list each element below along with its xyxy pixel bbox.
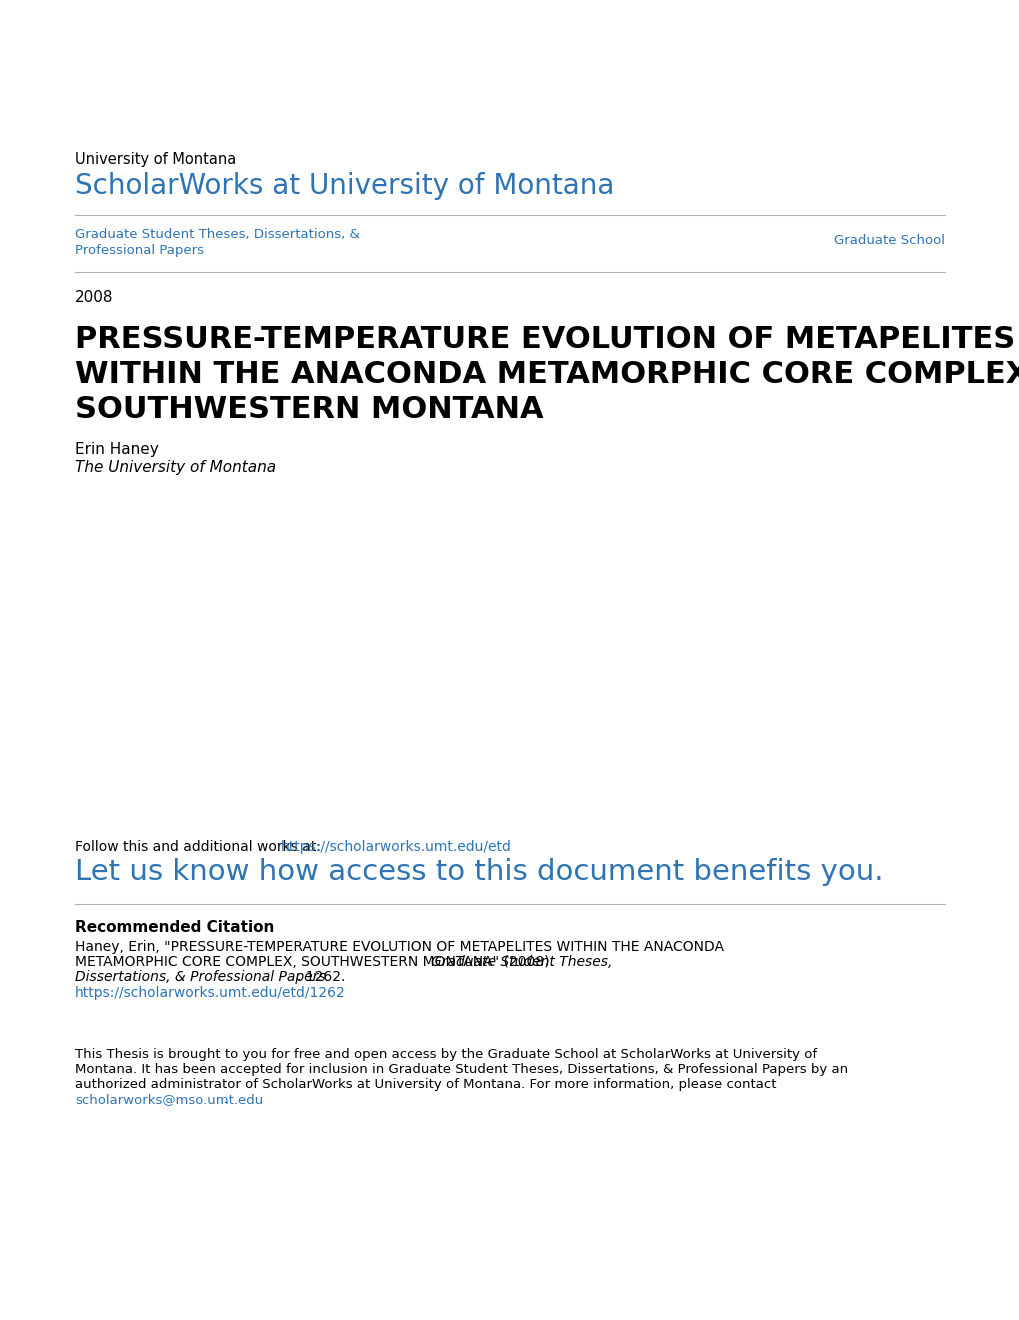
Text: Graduate Student Theses,: Graduate Student Theses, xyxy=(431,954,611,969)
Text: PRESSURE-TEMPERATURE EVOLUTION OF METAPELITES: PRESSURE-TEMPERATURE EVOLUTION OF METAPE… xyxy=(75,325,1014,354)
Text: .: . xyxy=(224,1093,228,1106)
Text: Professional Papers: Professional Papers xyxy=(75,244,204,257)
Text: Follow this and additional works at:: Follow this and additional works at: xyxy=(75,840,325,854)
Text: Erin Haney: Erin Haney xyxy=(75,442,159,457)
Text: ScholarWorks at University of Montana: ScholarWorks at University of Montana xyxy=(75,172,613,201)
Text: University of Montana: University of Montana xyxy=(75,152,236,168)
Text: Graduate School: Graduate School xyxy=(834,234,944,247)
Text: This Thesis is brought to you for free and open access by the Graduate School at: This Thesis is brought to you for free a… xyxy=(75,1048,816,1061)
Text: Dissertations, & Professional Papers: Dissertations, & Professional Papers xyxy=(75,970,325,983)
Text: Montana. It has been accepted for inclusion in Graduate Student Theses, Disserta: Montana. It has been accepted for inclus… xyxy=(75,1063,847,1076)
Text: scholarworks@mso.umt.edu: scholarworks@mso.umt.edu xyxy=(75,1093,263,1106)
Text: https://scholarworks.umt.edu/etd: https://scholarworks.umt.edu/etd xyxy=(280,840,512,854)
Text: METAMORPHIC CORE COMPLEX, SOUTHWESTERN MONTANA" (2008).: METAMORPHIC CORE COMPLEX, SOUTHWESTERN M… xyxy=(75,954,557,969)
Text: WITHIN THE ANACONDA METAMORPHIC CORE COMPLEX,: WITHIN THE ANACONDA METAMORPHIC CORE COM… xyxy=(75,360,1019,389)
Text: Recommended Citation: Recommended Citation xyxy=(75,920,274,935)
Text: The University of Montana: The University of Montana xyxy=(75,459,276,475)
Text: Graduate Student Theses, Dissertations, &: Graduate Student Theses, Dissertations, … xyxy=(75,228,360,242)
Text: Haney, Erin, "PRESSURE-TEMPERATURE EVOLUTION OF METAPELITES WITHIN THE ANACONDA: Haney, Erin, "PRESSURE-TEMPERATURE EVOLU… xyxy=(75,940,723,954)
Text: Let us know how access to this document benefits you.: Let us know how access to this document … xyxy=(75,858,882,886)
Text: SOUTHWESTERN MONTANA: SOUTHWESTERN MONTANA xyxy=(75,395,543,424)
Text: . 1262.: . 1262. xyxy=(297,970,345,983)
Text: https://scholarworks.umt.edu/etd/1262: https://scholarworks.umt.edu/etd/1262 xyxy=(75,986,345,1001)
Text: authorized administrator of ScholarWorks at University of Montana. For more info: authorized administrator of ScholarWorks… xyxy=(75,1078,775,1092)
Text: 2008: 2008 xyxy=(75,290,113,305)
